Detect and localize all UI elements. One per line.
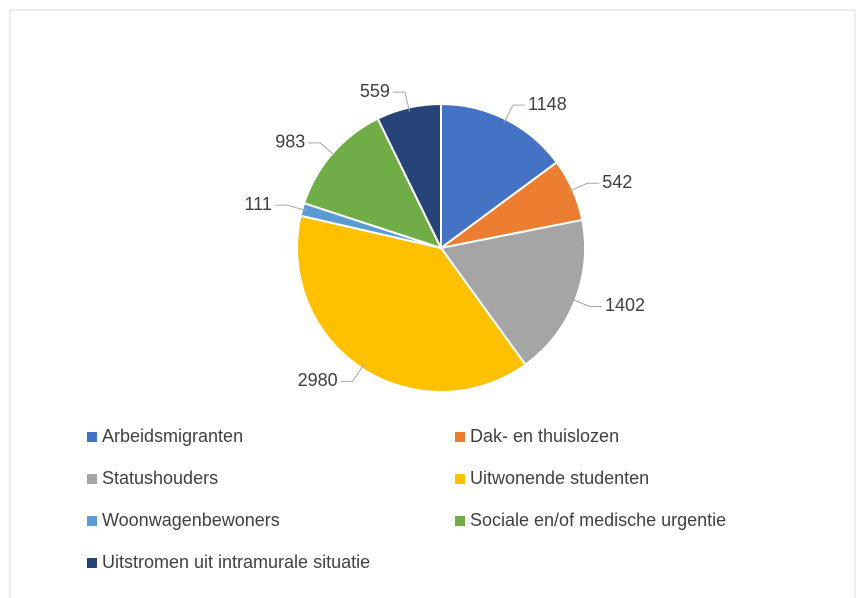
legend-marker — [87, 516, 97, 526]
leader-line — [392, 91, 410, 112]
legend-marker — [455, 432, 465, 442]
leader-line — [571, 298, 602, 307]
legend-marker — [455, 474, 465, 484]
legend-label: Statushouders — [102, 468, 218, 488]
legend-label: Arbeidsmigranten — [102, 426, 243, 446]
legend-label: Woonwagenbewoners — [102, 510, 280, 530]
data-label: 1402 — [605, 295, 645, 315]
data-label: 111 — [244, 194, 271, 214]
legend-marker — [87, 558, 97, 568]
data-label: 1148 — [528, 94, 567, 114]
data-label: 983 — [275, 132, 305, 152]
legend-label: Uitwonende studenten — [470, 468, 649, 488]
legend-marker — [87, 432, 97, 442]
data-label: 542 — [602, 172, 632, 192]
legend-marker — [455, 516, 465, 526]
data-label: 2980 — [298, 370, 338, 390]
leader-line — [274, 204, 307, 211]
legend-marker — [87, 474, 97, 484]
data-label: 559 — [360, 81, 390, 101]
leader-line — [568, 182, 600, 192]
leader-line — [503, 104, 526, 124]
leader-line — [308, 142, 336, 157]
leader-line — [340, 364, 365, 382]
legend-label: Sociale en/of medische urgentie — [470, 510, 726, 530]
legend-label: Dak- en thuislozen — [470, 426, 619, 446]
legend-label: Uitstromen uit intramurale situatie — [102, 552, 370, 572]
